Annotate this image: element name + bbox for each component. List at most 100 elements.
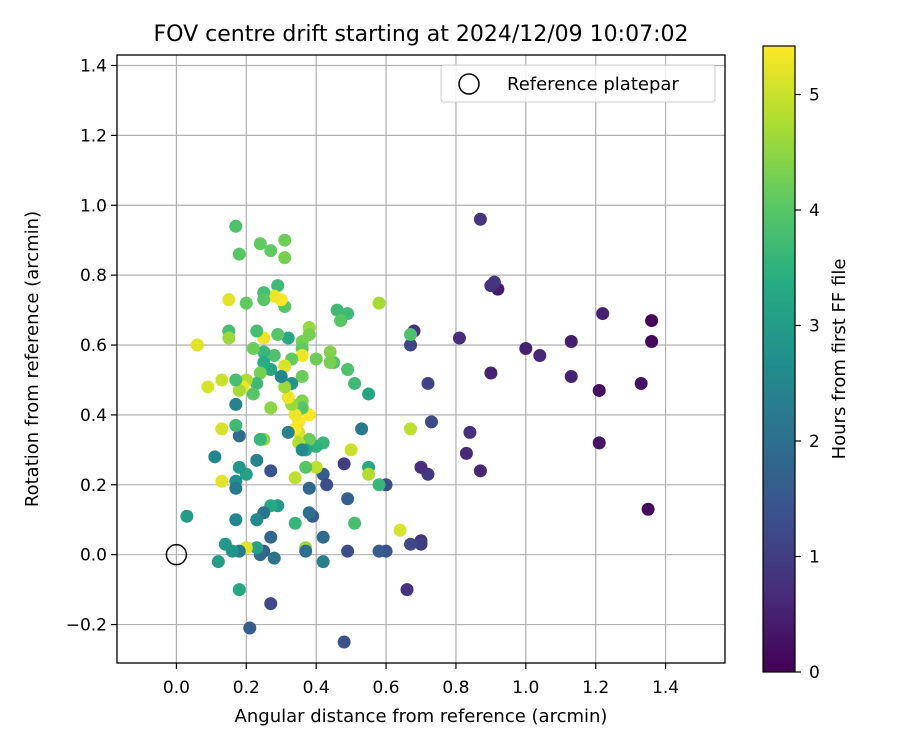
data-point bbox=[239, 296, 253, 310]
data-point bbox=[281, 390, 295, 404]
y-axis-ticks: −0.2 0.0 0.2 0.4 0.6 0.8 1.0 1.2 1.4 bbox=[66, 56, 117, 636]
data-point bbox=[592, 383, 606, 397]
data-point bbox=[278, 359, 292, 373]
data-point bbox=[473, 464, 487, 478]
data-point bbox=[295, 349, 309, 363]
data-point bbox=[330, 303, 344, 317]
data-point bbox=[645, 314, 659, 328]
y-tick-label: 1.0 bbox=[80, 196, 107, 216]
y-tick-label: 0.0 bbox=[80, 546, 107, 566]
colorbar-tick-label: 5 bbox=[809, 86, 820, 106]
data-point bbox=[201, 380, 215, 394]
y-tick-label: 0.2 bbox=[80, 476, 107, 496]
data-point bbox=[232, 247, 246, 261]
data-point bbox=[533, 349, 547, 363]
data-point bbox=[302, 506, 316, 520]
data-point bbox=[232, 460, 246, 474]
data-point bbox=[372, 296, 386, 310]
chart-title: FOV centre drift starting at 2024/12/09 … bbox=[154, 22, 689, 47]
data-point bbox=[257, 345, 271, 359]
data-point bbox=[267, 349, 281, 363]
data-point bbox=[232, 429, 246, 443]
y-tick-label: 1.2 bbox=[80, 126, 107, 146]
legend-entry-reference-platepar: Reference platepar bbox=[507, 74, 679, 95]
data-point bbox=[348, 376, 362, 390]
y-tick-label: 0.8 bbox=[80, 266, 107, 286]
data-point bbox=[271, 279, 285, 293]
data-point bbox=[229, 397, 243, 411]
colorbar: 0 1 2 3 4 5 Hours from first FF file bbox=[762, 45, 850, 683]
data-point bbox=[278, 380, 292, 394]
x-tick-label: 0.2 bbox=[233, 678, 260, 698]
x-tick-label: 0.6 bbox=[373, 678, 400, 698]
data-point bbox=[222, 331, 236, 345]
plot-frame bbox=[116, 54, 726, 664]
data-point bbox=[271, 328, 285, 342]
data-point bbox=[404, 422, 418, 436]
data-point bbox=[302, 481, 316, 495]
data-point bbox=[355, 422, 369, 436]
data-point bbox=[316, 530, 330, 544]
data-point bbox=[299, 544, 313, 558]
data-point bbox=[596, 307, 610, 321]
data-point bbox=[250, 453, 264, 467]
data-point bbox=[250, 541, 264, 555]
data-point bbox=[348, 516, 362, 530]
data-point bbox=[264, 464, 278, 478]
data-point bbox=[267, 551, 281, 565]
x-axis-label: Angular distance from reference (arcmin) bbox=[235, 706, 608, 727]
data-point bbox=[414, 537, 428, 551]
data-point bbox=[372, 478, 386, 492]
data-point bbox=[337, 457, 351, 471]
data-point bbox=[246, 342, 260, 356]
colorbar-tick-label: 0 bbox=[809, 663, 820, 683]
data-point bbox=[592, 436, 606, 450]
data-point bbox=[222, 293, 236, 307]
data-point bbox=[334, 314, 348, 328]
data-point bbox=[243, 621, 257, 635]
data-point bbox=[484, 279, 498, 293]
data-point bbox=[299, 460, 313, 474]
legend-box bbox=[440, 64, 716, 103]
data-point bbox=[208, 450, 222, 464]
data-point bbox=[344, 443, 358, 457]
data-point bbox=[484, 366, 498, 380]
data-point bbox=[190, 338, 204, 352]
data-point bbox=[564, 369, 578, 383]
data-point bbox=[362, 467, 376, 481]
data-point bbox=[337, 635, 351, 649]
y-tick-label: 1.4 bbox=[80, 56, 107, 76]
colorbar-tick-label: 2 bbox=[809, 432, 820, 452]
colorbar-tick-label: 3 bbox=[809, 317, 820, 337]
y-axis-label: Rotation from reference (arcmin) bbox=[22, 211, 43, 507]
data-point bbox=[218, 537, 232, 551]
data-point bbox=[288, 408, 302, 422]
data-point bbox=[645, 335, 659, 349]
data-point bbox=[473, 212, 487, 226]
data-point bbox=[323, 355, 337, 369]
data-point bbox=[309, 460, 323, 474]
data-point bbox=[278, 251, 292, 265]
data-point bbox=[519, 342, 533, 356]
y-tick-label: 0.6 bbox=[80, 336, 107, 356]
data-point bbox=[229, 513, 243, 527]
data-point bbox=[641, 502, 655, 516]
data-point bbox=[264, 597, 278, 611]
data-point bbox=[421, 376, 435, 390]
data-point bbox=[229, 418, 243, 432]
legend-reference-marker bbox=[458, 73, 480, 95]
data-point bbox=[180, 509, 194, 523]
data-point bbox=[302, 432, 316, 446]
x-tick-label: 1.0 bbox=[512, 678, 539, 698]
reference-platepar-marker bbox=[165, 543, 188, 566]
data-point bbox=[295, 369, 309, 383]
data-point bbox=[264, 530, 278, 544]
data-point bbox=[320, 478, 334, 492]
colorbar-gradient bbox=[762, 45, 796, 673]
data-point bbox=[323, 345, 337, 359]
data-point bbox=[459, 446, 473, 460]
data-point bbox=[281, 425, 295, 439]
data-point bbox=[229, 373, 243, 387]
y-tick-label: 0.4 bbox=[80, 406, 107, 426]
